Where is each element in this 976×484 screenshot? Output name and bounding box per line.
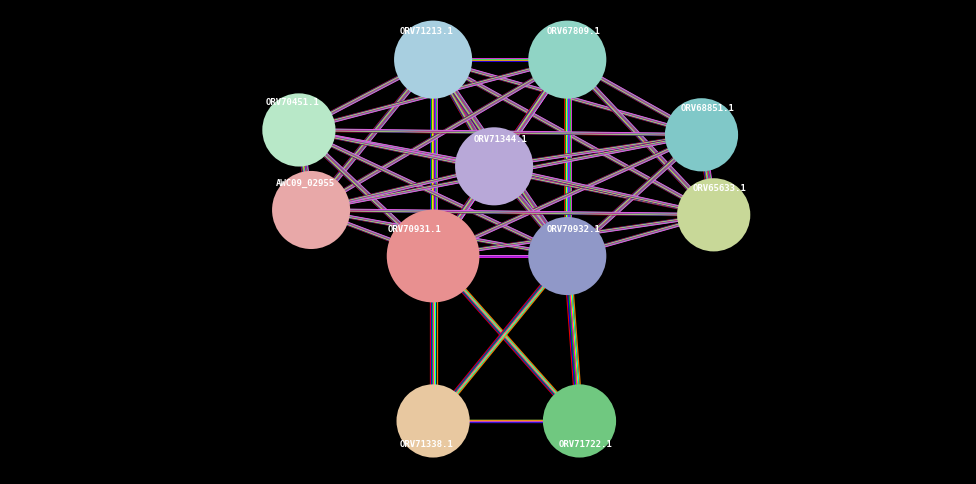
Ellipse shape [677, 179, 751, 252]
Text: ORV70451.1: ORV70451.1 [265, 97, 320, 106]
Text: AWC09_02955: AWC09_02955 [275, 178, 335, 187]
Ellipse shape [396, 385, 469, 457]
Ellipse shape [455, 128, 533, 206]
Text: ORV67809.1: ORV67809.1 [547, 27, 600, 36]
Text: ORV71722.1: ORV71722.1 [558, 439, 613, 448]
Text: ORV71213.1: ORV71213.1 [400, 27, 454, 36]
Text: ORV71344.1: ORV71344.1 [473, 135, 527, 144]
Ellipse shape [528, 22, 606, 99]
Ellipse shape [665, 99, 738, 172]
Text: ORV70932.1: ORV70932.1 [547, 224, 600, 233]
Ellipse shape [528, 218, 606, 295]
Ellipse shape [272, 172, 350, 249]
Text: ORV71338.1: ORV71338.1 [400, 439, 454, 448]
Ellipse shape [386, 210, 479, 303]
Text: ORV70931.1: ORV70931.1 [387, 224, 442, 233]
Ellipse shape [543, 385, 616, 457]
Ellipse shape [263, 94, 336, 167]
Ellipse shape [394, 22, 472, 99]
Text: ORV68851.1: ORV68851.1 [680, 103, 735, 112]
Text: ORV65633.1: ORV65633.1 [693, 183, 747, 192]
